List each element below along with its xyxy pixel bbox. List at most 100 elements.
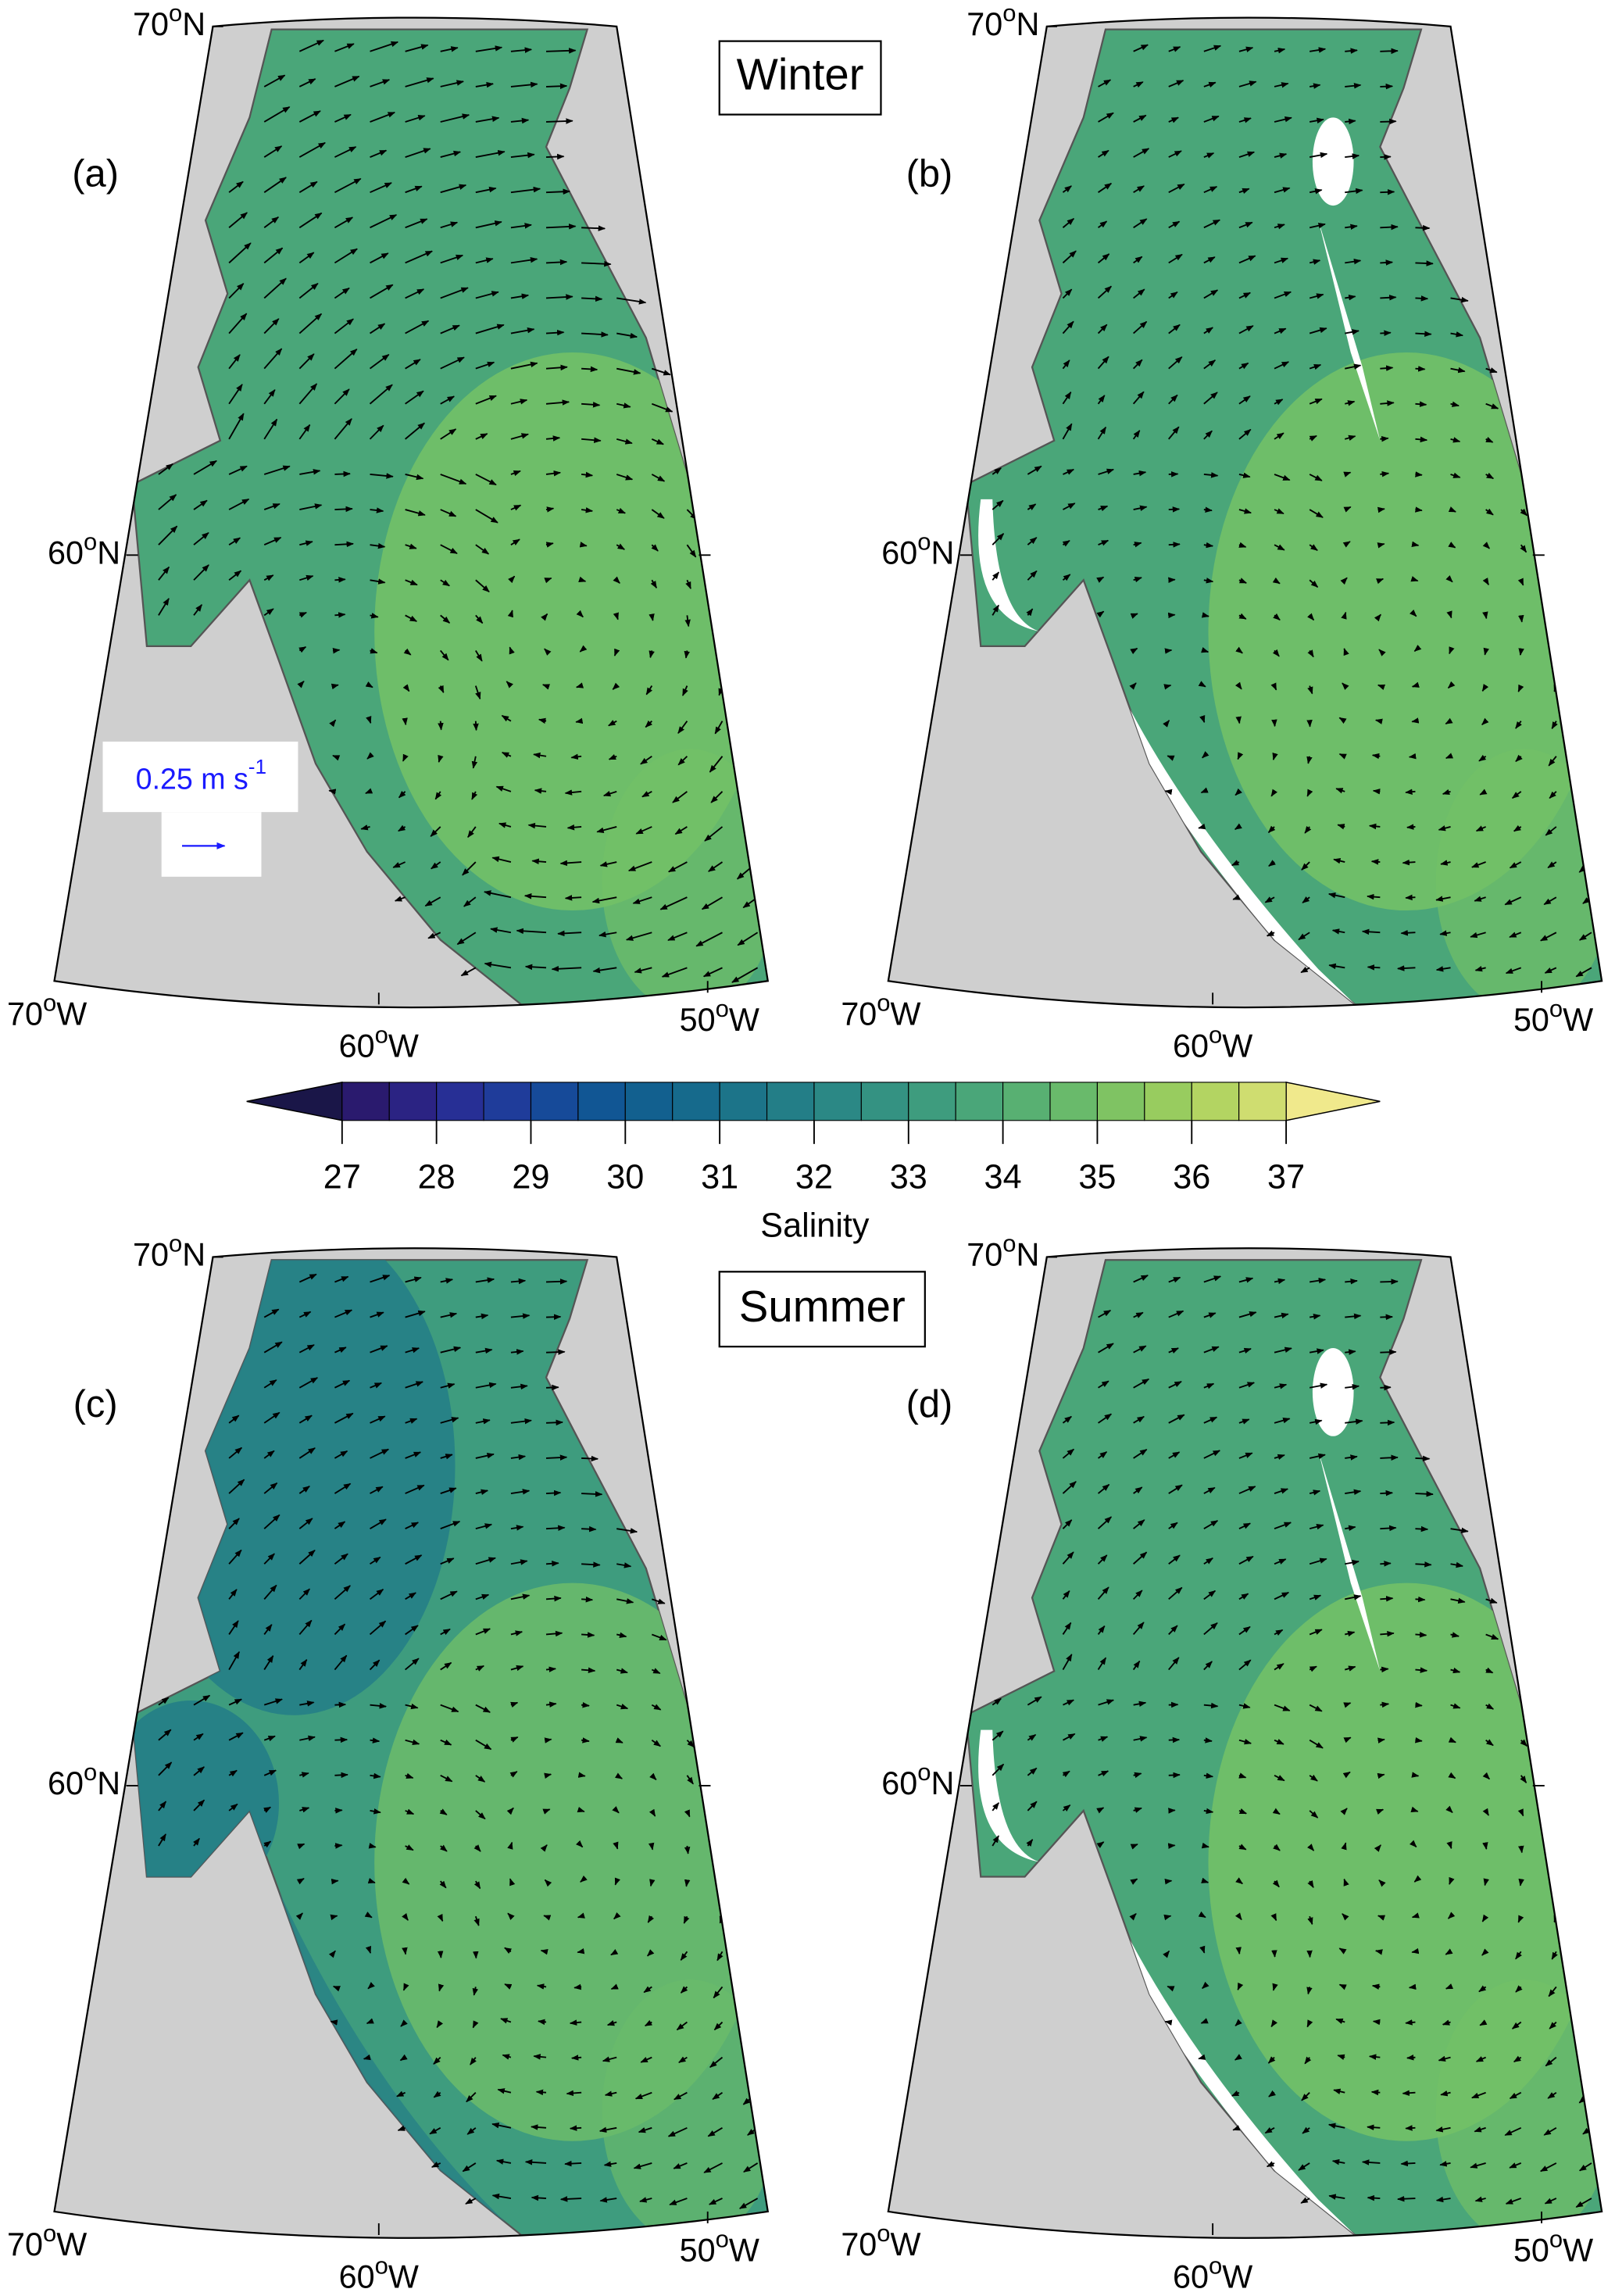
current-arrow <box>1450 1667 1461 1674</box>
current-arrow <box>510 1349 524 1355</box>
degree-sign: o <box>716 995 729 1022</box>
current-arrow <box>1415 1596 1426 1603</box>
current-arrow <box>370 323 386 334</box>
salinity-region <box>1435 749 1602 1005</box>
current-arrow <box>334 612 346 618</box>
current-arrow <box>475 1418 491 1425</box>
current-arrow <box>649 1808 656 1817</box>
current-arrow <box>431 2162 441 2168</box>
current-arrow <box>718 650 725 666</box>
current-arrow <box>331 1878 339 1885</box>
current-arrow <box>475 1775 486 1783</box>
current-arrow <box>228 212 248 229</box>
current-arrow <box>360 824 370 831</box>
current-arrow <box>1168 80 1184 88</box>
current-arrow <box>1238 1311 1257 1318</box>
current-arrow <box>1238 117 1252 123</box>
current-arrow <box>545 153 565 160</box>
current-arrow <box>475 81 495 88</box>
current-arrow <box>1238 578 1247 584</box>
current-arrow <box>370 507 384 513</box>
current-arrow <box>1272 649 1280 657</box>
current-arrow <box>1274 327 1287 334</box>
current-arrow <box>1380 189 1395 195</box>
current-arrow <box>510 152 535 159</box>
current-arrow <box>1203 115 1220 123</box>
current-arrow <box>440 1454 453 1460</box>
current-arrow <box>1200 2018 1209 2024</box>
current-arrow <box>1309 363 1322 370</box>
current-arrow <box>1202 751 1209 759</box>
current-arrow <box>298 1518 313 1529</box>
current-arrow <box>1097 395 1106 405</box>
current-arrow <box>298 1486 310 1494</box>
current-arrow <box>475 1628 491 1636</box>
current-arrow <box>1133 44 1149 52</box>
current-arrow <box>438 1983 445 1992</box>
current-arrow <box>1026 608 1034 617</box>
current-arrow <box>1411 1912 1420 1919</box>
current-arrow <box>510 47 533 53</box>
degree-sign: o <box>375 2252 388 2280</box>
coordinate-label: 60oW <box>1173 1021 1252 1064</box>
current-arrow <box>460 967 477 977</box>
current-arrow <box>616 1632 627 1639</box>
current-arrow <box>334 1309 353 1318</box>
current-arrow <box>507 1841 513 1850</box>
coordinate-label: 60oN <box>881 1758 954 1801</box>
current-arrow <box>1345 1489 1362 1496</box>
current-arrow <box>1376 1808 1385 1815</box>
current-arrow <box>559 860 582 867</box>
current-arrow <box>263 1655 274 1671</box>
current-arrow <box>263 1514 280 1529</box>
current-arrow <box>543 1915 552 1921</box>
current-arrow <box>545 48 577 54</box>
current-arrow <box>228 1589 238 1600</box>
current-arrow <box>743 2162 759 2173</box>
degree-sign: o <box>917 528 931 555</box>
current-arrow <box>370 1703 388 1709</box>
current-arrow <box>1380 1630 1395 1637</box>
current-arrow <box>1096 610 1105 618</box>
current-arrow <box>613 648 620 656</box>
current-arrow <box>581 260 612 267</box>
colorbar-segment <box>1144 1082 1192 1121</box>
current-arrow <box>1027 503 1037 510</box>
current-arrow <box>651 1633 667 1641</box>
colorbar-segment <box>436 1082 484 1121</box>
current-arrow <box>1511 791 1522 799</box>
current-arrow <box>579 645 588 653</box>
current-arrow <box>1438 825 1451 831</box>
current-arrow <box>576 610 584 618</box>
current-arrow <box>1163 1950 1170 1958</box>
current-arrow <box>506 681 513 688</box>
degree-sign: o <box>43 989 56 1017</box>
current-arrow <box>1513 824 1522 832</box>
current-arrow <box>405 1658 420 1671</box>
current-arrow <box>686 1775 694 1785</box>
current-arrow <box>402 1877 410 1885</box>
current-arrow <box>1345 1279 1358 1285</box>
current-arrow <box>1309 474 1323 481</box>
current-arrow <box>1345 118 1356 125</box>
coordinate-label: 50oW <box>1513 2226 1593 2269</box>
coordinate-direction: W <box>1563 1002 1593 1038</box>
colorbar-tick-label: 36 <box>1173 1158 1210 1196</box>
current-arrow <box>193 1837 200 1847</box>
current-arrow <box>1062 1448 1075 1459</box>
current-arrow <box>334 1553 348 1565</box>
current-arrow <box>369 1620 387 1636</box>
current-arrow <box>683 1915 690 1924</box>
coordinate-number: 70 <box>841 2226 877 2262</box>
current-arrow <box>677 756 688 766</box>
current-arrow <box>1274 1488 1289 1494</box>
current-arrow <box>1274 399 1284 406</box>
current-arrow <box>334 1346 347 1354</box>
coordinate-label: 70oN <box>133 0 205 42</box>
current-arrow <box>1133 542 1142 548</box>
current-arrow <box>1203 45 1222 52</box>
current-arrow <box>465 2198 477 2205</box>
current-arrow <box>613 1841 619 1850</box>
coordinate-direction: W <box>56 996 87 1032</box>
